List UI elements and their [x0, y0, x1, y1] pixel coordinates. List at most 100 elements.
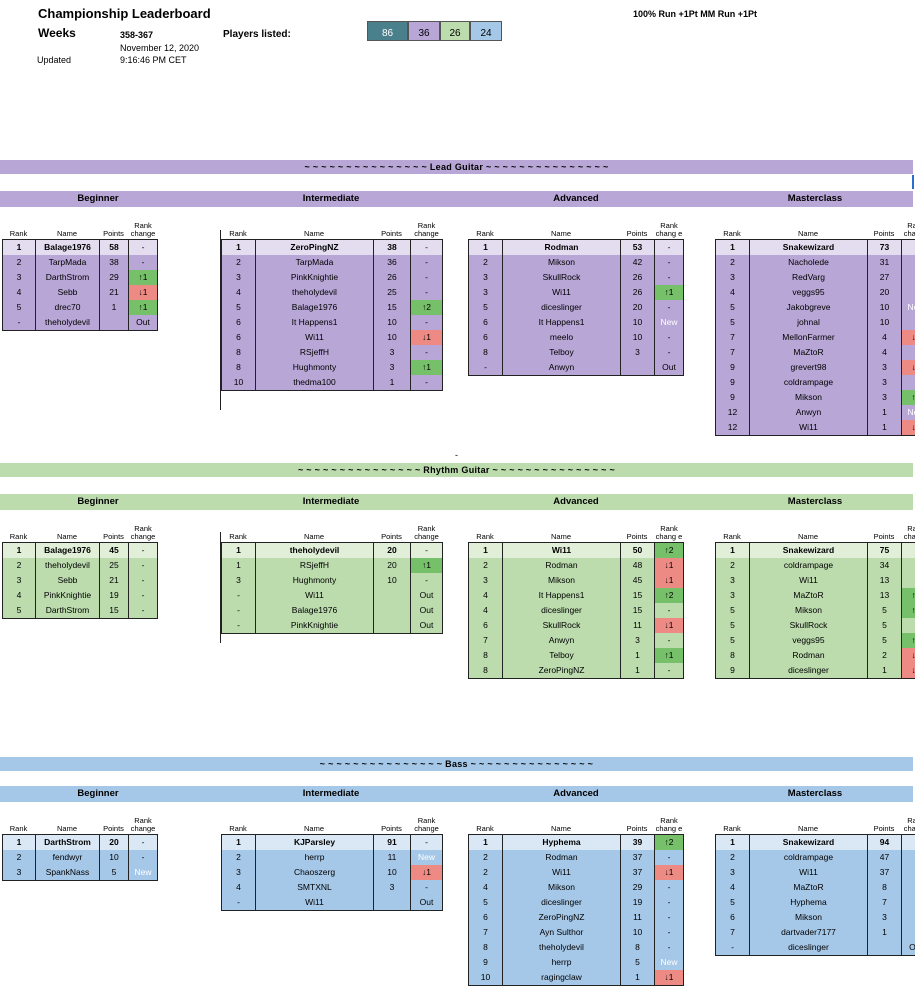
table-row: -diceslinger Out	[716, 940, 915, 955]
table-body: 1 Rodman 53-2 Mikson 42-3 SkullRock 26-3 Wi11 26…	[468, 239, 684, 376]
points-cell: 39	[621, 835, 655, 850]
points-cell: 1	[621, 648, 655, 663]
change-cell: -	[425, 242, 428, 252]
column-header-name: Name	[303, 824, 324, 833]
change-cell: -	[902, 255, 915, 270]
points-cell: 38	[374, 240, 411, 255]
points-cell: 25	[100, 558, 129, 573]
column-header-name: Name	[303, 532, 324, 541]
name-cell: Telboy	[503, 648, 621, 663]
name-cell: MaZtoR	[750, 880, 868, 895]
weeks-value: 358-367	[120, 30, 154, 40]
name-cell: Mikson	[503, 573, 621, 588]
name-cell: Rodman	[503, 850, 621, 865]
name-cell: TarpMada	[256, 255, 374, 270]
name-cell: theholydevil	[36, 315, 100, 330]
points-cell: 2	[868, 648, 902, 663]
change-cell: Out	[136, 317, 150, 327]
column-header-points: Points	[381, 532, 402, 541]
column-header-points: Points	[381, 824, 402, 833]
change-cell: -	[667, 257, 671, 267]
column-header-points: Points	[103, 229, 124, 238]
name-cell: ZeroPingNZ	[503, 910, 621, 925]
rank-cell: 1	[469, 240, 503, 255]
name-cell: Snakewizard	[750, 835, 868, 850]
points-cell: 1	[374, 375, 411, 390]
change-cell: -	[141, 852, 145, 862]
points-cell: 21	[100, 285, 129, 300]
change-cell: -	[667, 942, 671, 952]
points-cell	[374, 588, 411, 603]
rank-cell: 5	[716, 315, 750, 330]
change-cell: -	[425, 347, 428, 357]
points-cell: 1	[868, 663, 902, 678]
name-cell: SpankNass	[36, 865, 100, 880]
column-header-name: Name	[550, 824, 571, 833]
change-cell: -	[141, 560, 145, 570]
name-cell: TarpMada	[36, 255, 100, 270]
rank-cell: 3	[469, 270, 503, 285]
points-cell: 20	[621, 300, 655, 315]
level-title: Beginner	[77, 496, 119, 507]
rank-cell: 3	[716, 588, 750, 603]
table-row: 1 Balage1976 45 -	[3, 543, 157, 558]
rank-cell: 6	[222, 315, 256, 330]
change-cell: ↓1	[902, 330, 915, 345]
name-cell: Balage1976	[256, 300, 374, 315]
rank-cell: 3	[716, 573, 750, 588]
table-row: 3 Mikson 45 ↓1	[469, 573, 683, 588]
points-cell: 19	[100, 588, 129, 603]
change-cell: -	[902, 895, 915, 910]
table-row: 6 It Happens1 10 -	[222, 315, 442, 330]
points-cell: 13	[868, 573, 902, 588]
points-cell: 3	[868, 375, 902, 390]
table-header: Rank Name Points Rank change	[221, 808, 443, 834]
rank-cell: 1	[716, 543, 750, 558]
name-cell: johnal	[750, 315, 868, 330]
name-cell: theholydevil	[256, 285, 374, 300]
name-cell: PinkKnightie	[256, 270, 374, 285]
points-cell	[868, 940, 902, 955]
rank-cell: -	[222, 618, 256, 633]
rank-cell: 8	[469, 648, 503, 663]
change-cell: ↓1	[129, 285, 157, 300]
rank-cell: 1	[469, 835, 503, 850]
change-cell: -	[902, 573, 915, 588]
table-row: 1 ZeroPingNZ 38 -	[222, 240, 442, 255]
column-edge-line	[220, 230, 221, 410]
name-cell: Anwyn	[503, 633, 621, 648]
name-cell: Wi11	[750, 573, 868, 588]
change-cell: ↑1	[655, 285, 683, 300]
change-cell: -	[902, 835, 915, 850]
count-bass: 24	[470, 21, 502, 41]
table-row: 3 PinkKnightie 26 -	[222, 270, 442, 285]
change-cell: -	[902, 558, 915, 573]
table-body: 1Snakewizard73-2Nacholede31-3RedVarg27-4…	[715, 239, 915, 436]
rank-cell: 10	[222, 375, 256, 390]
change-cell: ↓1	[655, 573, 683, 588]
points-cell: 94	[868, 835, 902, 850]
table-row: 5 Balage1976 15 ↑2	[222, 300, 442, 315]
name-cell: Wi11	[256, 588, 374, 603]
column-header-name: Name	[550, 229, 571, 238]
rank-cell: 2	[469, 865, 503, 880]
table-row: 1 theholydevil 20 -	[222, 543, 442, 558]
table-header: Rank Name Points Rank chang e	[468, 516, 684, 542]
points-cell: 75	[868, 543, 902, 558]
name-cell: Anwyn	[503, 360, 621, 375]
update-time: 9:16:46 PM CET	[120, 55, 187, 65]
change-cell: -	[667, 852, 671, 862]
rank-cell: 12	[716, 405, 750, 420]
points-cell: 3	[374, 360, 411, 375]
name-cell: Mikson	[750, 910, 868, 925]
points-cell: 91	[374, 835, 411, 850]
change-cell: ↓1	[655, 618, 683, 633]
points-cell: 11	[621, 910, 655, 925]
section-band: ~ ~ ~ ~ ~ ~ ~ ~ ~ ~ ~ ~ ~ ~ ~ Bass ~ ~ ~…	[0, 757, 913, 771]
column-header-points: Points	[873, 532, 895, 541]
rank-cell: 5	[716, 633, 750, 648]
